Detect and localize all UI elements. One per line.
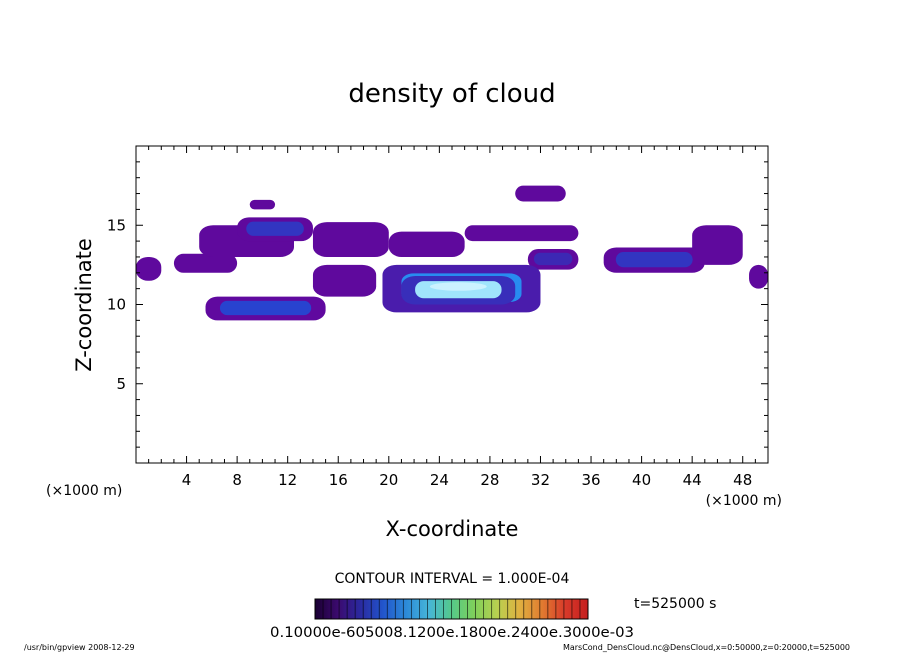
- density-core: [615, 252, 693, 268]
- footer-left: /usr/bin/gpview 2008-12-29: [24, 643, 135, 652]
- density-region: [749, 264, 768, 289]
- x-tick-label: 28: [480, 471, 499, 489]
- density-core: [219, 300, 312, 316]
- chart-title: density of cloud: [348, 79, 555, 109]
- axis-ticks: [136, 146, 768, 463]
- density-core: [533, 252, 573, 266]
- density-region: [173, 253, 238, 273]
- density-region: [692, 225, 743, 265]
- x-tick-label: 44: [683, 471, 702, 489]
- x-axis-label: X-coordinate: [386, 517, 519, 541]
- contour-interval: CONTOUR INTERVAL = 1.000E-04: [335, 571, 570, 587]
- density-region: [136, 256, 162, 281]
- y-axis-label: Z-coordinate: [72, 238, 96, 372]
- density-region: [464, 225, 579, 242]
- x-tick-label: 4: [182, 471, 192, 489]
- footer-right: MarsCond_DensCloud.nc@DensCloud,x=0:5000…: [562, 643, 850, 652]
- x-tick-label: 16: [329, 471, 348, 489]
- y-tick-label: 10: [107, 296, 126, 314]
- x-tick-label: 12: [278, 471, 297, 489]
- x-unit-left: (×1000 m): [46, 483, 122, 499]
- x-tick-label: 20: [379, 471, 398, 489]
- x-tick-label: 32: [531, 471, 550, 489]
- density-region: [312, 222, 389, 257]
- density-region: [312, 264, 377, 297]
- x-tick-label: 36: [581, 471, 600, 489]
- x-tick-label: 48: [733, 471, 752, 489]
- x-tick-label: 40: [632, 471, 651, 489]
- density-region: [515, 185, 566, 202]
- x-unit-right: (×1000 m): [706, 493, 782, 509]
- y-tick-label: 15: [107, 216, 126, 234]
- density-region: [388, 231, 465, 257]
- density-layer: [136, 185, 768, 321]
- colorbar-labels: 0.10000e-605008.1200e.1800e.2400e.3000e-…: [270, 625, 634, 641]
- x-tick-label: 8: [232, 471, 242, 489]
- colorbar-dividers: [322, 599, 581, 619]
- x-tick-label: 24: [430, 471, 449, 489]
- density-core: [246, 221, 304, 236]
- density-peak: [429, 282, 487, 291]
- density-region: [249, 199, 276, 210]
- y-tick-label: 5: [116, 375, 126, 393]
- time-label: t=525000 s: [634, 596, 716, 612]
